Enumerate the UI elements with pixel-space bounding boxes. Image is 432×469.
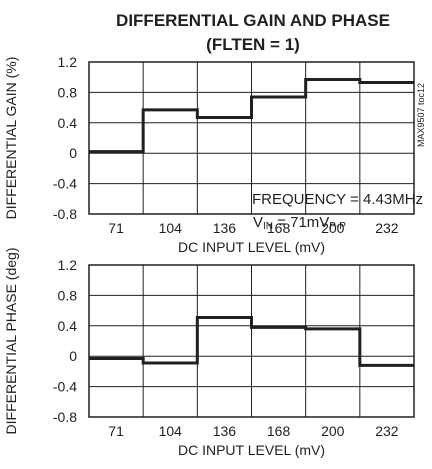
frequency-annotation: FREQUENCY = 4.43MHz	[252, 191, 423, 208]
gain-series-line	[89, 77, 414, 154]
phase-x-axis-label: DC INPUT LEVEL (mV)	[178, 442, 325, 458]
phase-y-tick-label: -0.8	[53, 409, 77, 425]
gain-x-tick-label: 168	[267, 220, 291, 236]
gain-y-tick-label: 1.2	[58, 54, 78, 70]
phase-x-tick-label: 136	[213, 423, 237, 439]
phase-y-tick-label: -0.4	[53, 379, 77, 395]
phase-series-line	[89, 315, 414, 367]
vin-annotation: VIN = 71mVP-P	[253, 214, 346, 232]
gain-plot-frame	[88, 61, 415, 215]
vin-annotation-subscript: IN	[263, 221, 273, 232]
gain-x-tick-label: 200	[321, 220, 345, 236]
vin-annotation-symbol: V	[253, 214, 263, 231]
phase-y-tick-label: 0	[69, 348, 77, 364]
differential-gain-chart: 1.2 0.8 0.4 0 -0.4 -0.8 71 104 136 168 200 232 DC IN…	[3, 54, 415, 255]
phase-x-tick-label: 200	[321, 423, 345, 439]
chart-title-line1: DIFFERENTIAL GAIN AND PHASE	[116, 11, 390, 30]
gain-x-tick-label: 232	[375, 220, 399, 236]
gain-x-tick-label: 136	[213, 220, 237, 236]
chart-title-line2: (FLTEN = 1)	[206, 35, 300, 54]
gain-y-tick-label: 0.8	[58, 84, 78, 100]
phase-y-tick-label: 0.4	[58, 318, 78, 334]
phase-x-tick-label: 71	[108, 423, 124, 439]
gain-x-tick-label: 104	[159, 220, 183, 236]
gain-x-axis-label: DC INPUT LEVEL (mV)	[178, 239, 325, 255]
part-code-label: MAX9507 toc12	[416, 83, 426, 147]
phase-x-tick-label: 232	[375, 423, 399, 439]
differential-phase-chart: 1.2 0.8 0.4 0 -0.4 -0.8 71 104 136 168 200 232 DC IN…	[3, 248, 415, 458]
phase-x-tick-label: 168	[267, 423, 291, 439]
vin-annotation-unit-subscript: P-P	[329, 221, 346, 232]
gain-y-axis-label: DIFFERENTIAL GAIN (%)	[3, 57, 19, 220]
phase-y-tick-label: 1.2	[58, 257, 78, 273]
gain-x-tick-label: 71	[108, 220, 124, 236]
gain-y-tick-label: 0	[69, 145, 77, 161]
phase-plot-frame	[88, 264, 415, 418]
gain-y-tick-label: -0.4	[53, 176, 77, 192]
phase-y-axis-label: DIFFERENTIAL PHASE (deg)	[3, 248, 19, 435]
gain-y-tick-label: 0.4	[58, 115, 78, 131]
vin-annotation-value: = 71mV	[273, 214, 329, 231]
phase-x-tick-label: 104	[159, 423, 183, 439]
gain-y-tick-label: -0.8	[53, 206, 77, 222]
phase-y-tick-label: 0.8	[58, 287, 78, 303]
